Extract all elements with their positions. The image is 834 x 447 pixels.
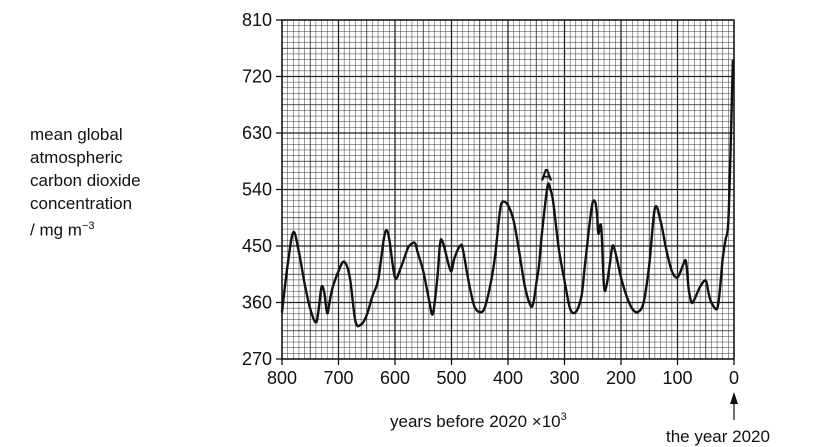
y-axis-title-unit: / mg m−3	[30, 215, 141, 242]
y-axis-unit-text: / mg m	[30, 220, 82, 240]
svg-text:years before 2020 ×103: years before 2020 ×103	[390, 411, 567, 431]
tick-labels: 800 700 600 500 400 300 200 100 0 270 360 450 540 630…	[242, 10, 739, 388]
y-axis-unit-exponent: −3	[81, 220, 95, 232]
x-tick-label: 100	[662, 368, 692, 388]
x-tick-label: 300	[549, 368, 579, 388]
y-axis-title-line-4: concentration	[30, 194, 133, 213]
y-axis-title: mean global atmospheric carbon dioxide c…	[30, 123, 141, 242]
y-tick-label: 270	[242, 349, 272, 369]
year-2020-label: the year 2020	[666, 427, 770, 446]
year-2020-arrow-icon	[730, 392, 738, 404]
co2-series-line	[280, 59, 735, 328]
x-tick-label: 700	[323, 368, 353, 388]
x-tick-label: 0	[729, 368, 739, 388]
y-axis-title-line-3: carbon dioxide	[30, 171, 141, 190]
x-tick-label: 200	[606, 368, 636, 388]
x-axis-title-text: years before 2020 ×10	[390, 412, 561, 431]
x-tick-label: 800	[267, 368, 297, 388]
x-tick-label: 600	[380, 368, 410, 388]
x-tick-label: 400	[493, 368, 523, 388]
grid-lines	[281, 19, 735, 360]
point-a-label: A	[540, 165, 552, 184]
annotations: A years before 2020 ×103 the year 2020	[390, 165, 770, 446]
y-axis-title-line-1: mean global	[30, 125, 123, 144]
y-tick-label: 630	[242, 123, 272, 143]
axes	[276, 19, 735, 365]
y-tick-label: 450	[242, 236, 272, 256]
y-axis-title-line-2: atmospheric	[30, 148, 123, 167]
x-tick-label: 500	[436, 368, 466, 388]
x-axis-title: years before 2020 ×103	[390, 411, 567, 431]
y-tick-label: 810	[242, 10, 272, 30]
y-tick-label: 540	[242, 180, 272, 200]
x-axis-title-exponent: 3	[561, 411, 567, 423]
y-tick-label: 360	[242, 293, 272, 313]
series-layer	[280, 59, 735, 328]
y-tick-label: 720	[242, 67, 272, 87]
